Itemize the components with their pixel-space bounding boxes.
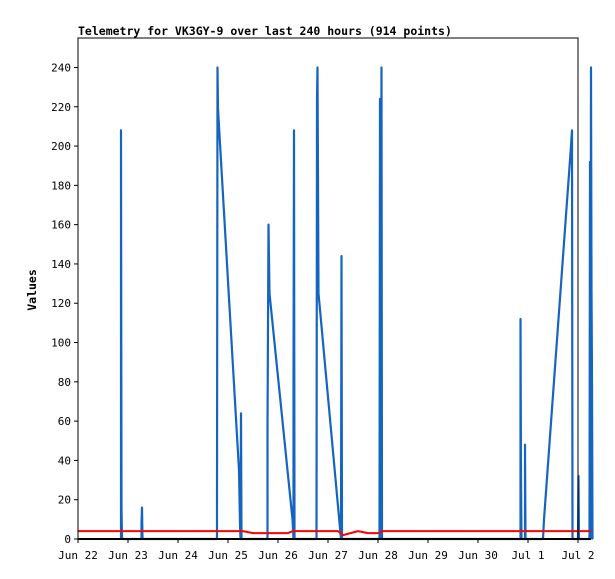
data-point <box>519 318 522 320</box>
data-point <box>252 532 254 534</box>
y-tick-label: 120 <box>51 297 71 310</box>
series-0 <box>119 66 594 541</box>
y-tick-label: 40 <box>58 454 71 467</box>
data-point <box>591 381 593 383</box>
data-point <box>316 98 318 100</box>
x-tick-label: Jun 28 <box>358 549 398 562</box>
data-point <box>340 255 343 257</box>
data-point <box>216 507 218 509</box>
y-tick-label: 240 <box>51 61 71 74</box>
x-tick-label: Jul 1 <box>511 549 544 562</box>
data-point <box>140 522 143 524</box>
series-1 <box>77 530 592 537</box>
x-tick-label: Jun 26 <box>258 549 298 562</box>
data-point <box>590 66 592 69</box>
data-point <box>266 428 269 430</box>
data-point <box>380 66 383 69</box>
y-tick-label: 160 <box>51 219 71 232</box>
y-tick-label: 80 <box>58 376 71 389</box>
data-point <box>590 286 593 289</box>
data-point <box>242 530 244 532</box>
y-axis-label: Values <box>25 269 39 311</box>
y-tick-label: 60 <box>58 415 71 428</box>
x-tick-label: Jun 23 <box>108 549 148 562</box>
data-point <box>239 522 241 524</box>
chart-title: Telemetry for VK3GY-9 over last 240 hour… <box>78 24 452 38</box>
data-point <box>120 129 122 131</box>
x-tick-label: Jun 25 <box>208 549 248 562</box>
data-point <box>218 125 220 127</box>
plot-frame <box>77 37 579 540</box>
data-point <box>268 292 271 294</box>
data-point <box>589 161 591 163</box>
data-point <box>349 532 352 534</box>
data-point <box>292 381 295 383</box>
data-point <box>317 292 320 294</box>
x-tick-label: Jul 2 <box>561 549 594 562</box>
series-layer <box>77 66 594 541</box>
y-tick-label: 200 <box>51 140 71 153</box>
data-point <box>287 532 289 534</box>
data-point <box>543 518 545 521</box>
data-point <box>342 534 344 536</box>
x-tick-label: Jun 30 <box>458 549 498 562</box>
data-point <box>293 129 295 131</box>
y-tick-label: 180 <box>51 179 71 192</box>
y-tick-label: 140 <box>51 258 71 271</box>
x-tick-label: Jun 29 <box>408 549 448 562</box>
y-tick-label: 100 <box>51 337 71 350</box>
data-point <box>524 444 526 446</box>
y-axis: 0 20 40 60 80 100 120 140 160 180 200 220 240 <box>51 61 78 546</box>
x-axis: Jun 22 Jun 23 Jun 24 Jun 25 Jun 26 Jun 27 Jun … <box>58 539 595 562</box>
data-point <box>291 518 294 521</box>
series-line <box>78 530 591 537</box>
data-point <box>267 224 270 226</box>
data-point <box>217 108 219 110</box>
x-tick-label: Jun 27 <box>308 549 348 562</box>
data-point <box>141 507 143 509</box>
y-tick-label: 0 <box>64 533 71 546</box>
data-point <box>120 507 123 509</box>
series-line <box>119 66 594 541</box>
x-tick-label: Jun 22 <box>58 549 98 562</box>
data-point <box>292 530 294 532</box>
data-point <box>379 98 381 100</box>
x-tick-label: Jun 24 <box>158 549 198 562</box>
data-point <box>591 538 594 540</box>
data-point <box>337 530 339 532</box>
y-tick-label: 220 <box>51 101 71 114</box>
data-point <box>357 530 359 532</box>
data-point <box>570 145 572 147</box>
data-point <box>589 530 592 532</box>
data-point <box>238 469 240 471</box>
data-point <box>377 532 379 534</box>
data-point <box>520 475 522 477</box>
data-point <box>571 129 573 131</box>
data-point <box>316 66 319 69</box>
data-point <box>382 530 384 532</box>
data-point <box>240 412 242 414</box>
data-point <box>216 66 219 69</box>
data-point <box>589 538 592 540</box>
y-tick-label: 20 <box>58 494 71 507</box>
data-point <box>367 532 369 534</box>
